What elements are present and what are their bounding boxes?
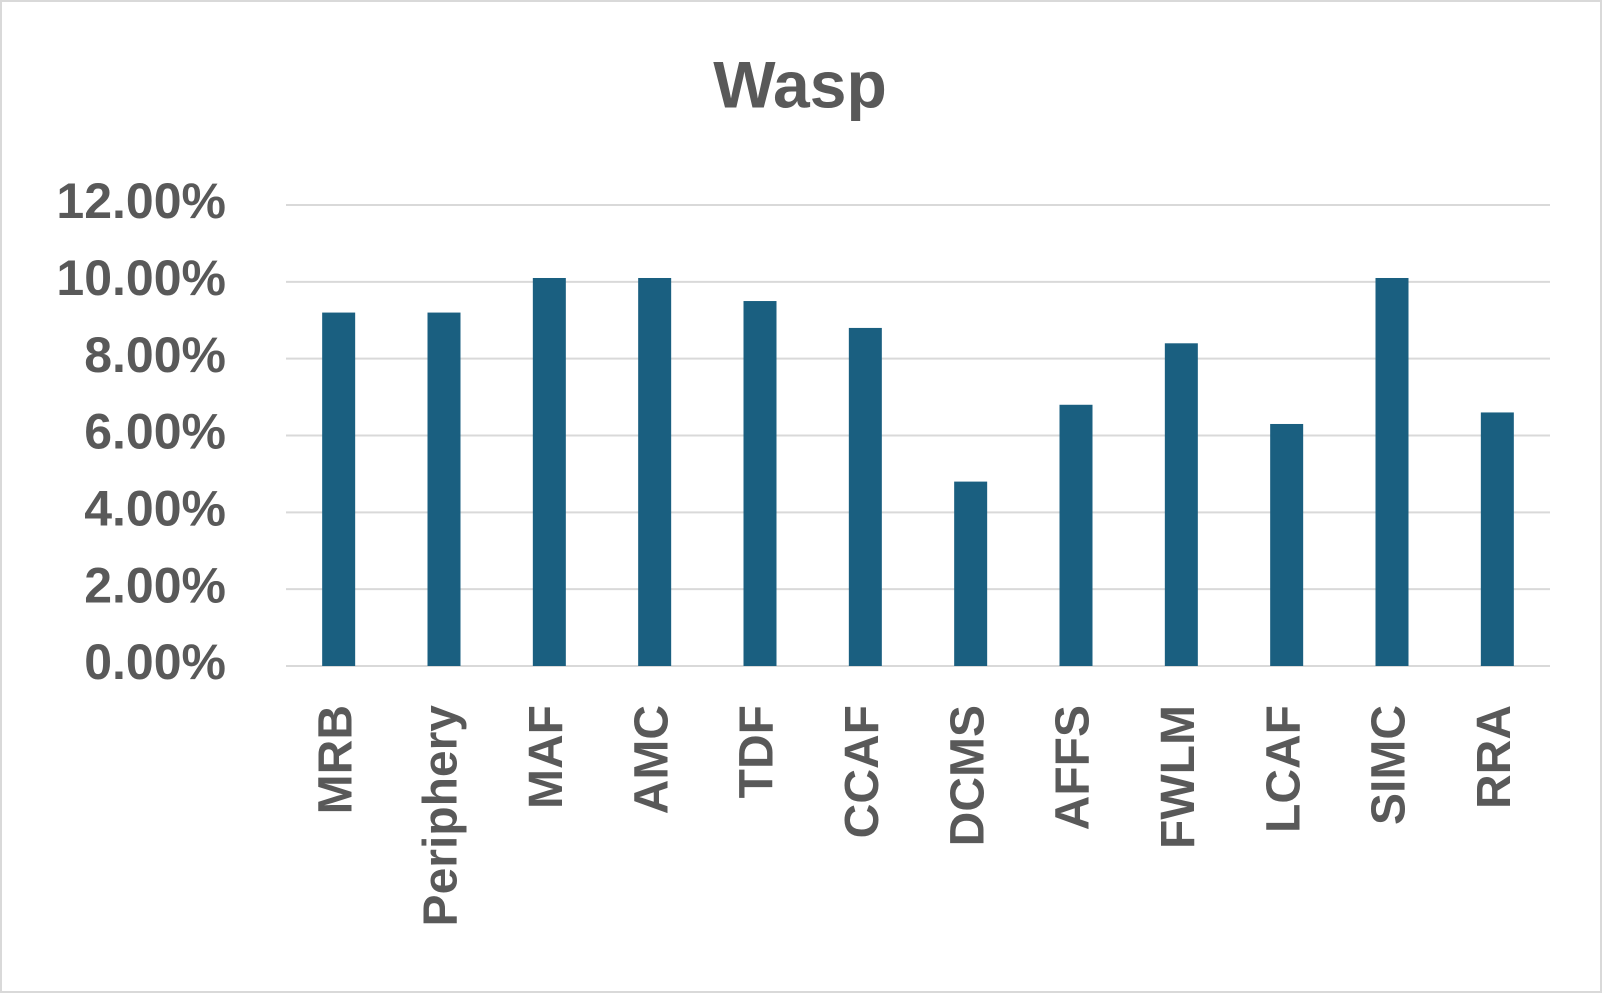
- bar: [1375, 277, 1409, 666]
- bar: [848, 327, 882, 666]
- bar: [1480, 412, 1514, 666]
- chart-title: Wasp: [713, 47, 887, 121]
- x-tick-label: MAF: [520, 705, 573, 809]
- y-tick-label: 12.00%: [56, 173, 226, 229]
- bar: [427, 312, 461, 666]
- x-tick-label: TDF: [731, 705, 784, 798]
- y-tick-label: 8.00%: [84, 327, 226, 383]
- x-tick-label: SIMC: [1363, 705, 1416, 825]
- x-tick-label: FWLM: [1152, 705, 1205, 849]
- x-tick-label: RRA: [1468, 705, 1521, 809]
- y-tick-label: 6.00%: [84, 404, 226, 460]
- y-tick-label: 0.00%: [84, 634, 226, 690]
- bar: [743, 301, 777, 666]
- y-tick-label: 2.00%: [84, 557, 226, 613]
- x-tick-label: Periphery: [415, 705, 468, 927]
- x-tick-label: DCMS: [941, 705, 994, 846]
- bar: [954, 481, 988, 666]
- bar: [1164, 343, 1198, 666]
- x-tick-label: AMC: [625, 705, 678, 814]
- bar: [638, 277, 672, 666]
- bar: [1059, 404, 1093, 666]
- y-tick-label: 10.00%: [56, 250, 226, 306]
- x-tick-label: CCAF: [836, 705, 889, 838]
- x-tick-label: MRB: [309, 705, 362, 814]
- x-tick-label: AFFS: [1047, 705, 1100, 830]
- x-tick-label: LCAF: [1257, 705, 1310, 833]
- bar: [1270, 423, 1304, 666]
- bar: [532, 277, 566, 666]
- bar: [322, 312, 356, 666]
- y-tick-label: 4.00%: [84, 481, 226, 537]
